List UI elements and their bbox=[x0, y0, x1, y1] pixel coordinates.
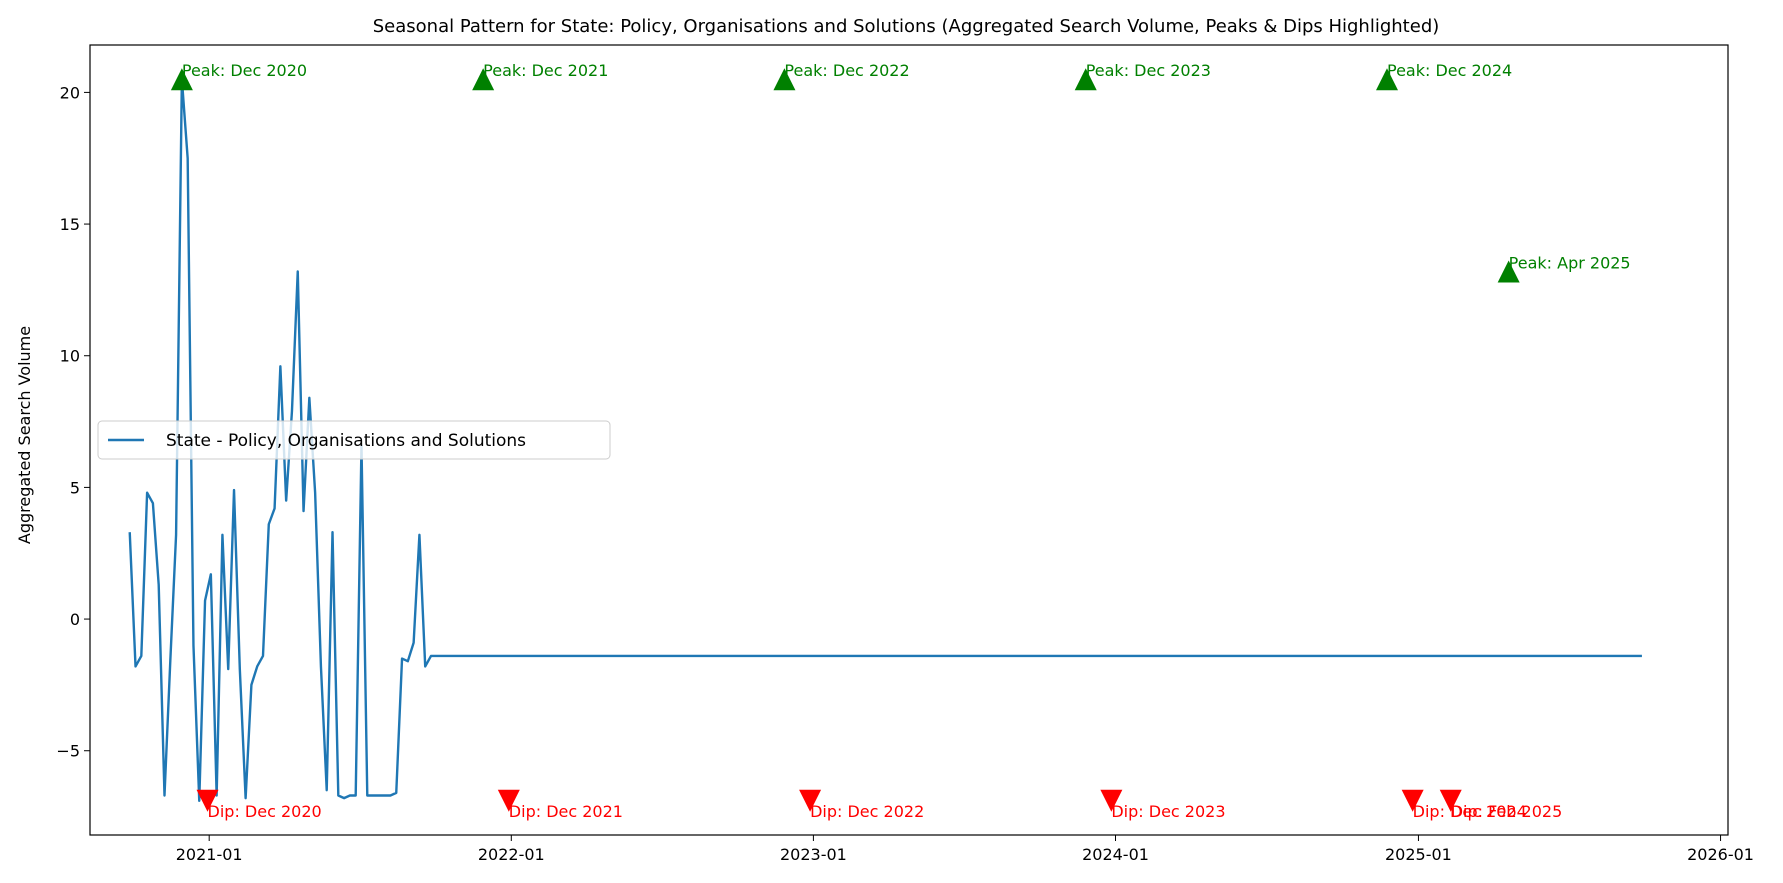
peak-label: Peak: Dec 2020 bbox=[182, 61, 307, 80]
x-tick-label: 2025-01 bbox=[1385, 845, 1452, 864]
y-axis: −5 0 5 10 15 20 bbox=[56, 83, 90, 761]
dip-label: Dip: Feb 2025 bbox=[1451, 802, 1563, 821]
peak-marker bbox=[1497, 260, 1520, 283]
legend-box bbox=[97, 420, 611, 460]
plot-series bbox=[128, 78, 1642, 802]
y-tick-label: 5 bbox=[70, 478, 80, 497]
peak-dip-markers: Peak: Dec 2020 Peak: Dec 2021 Peak: Dec 20… bbox=[170, 61, 1631, 821]
series-line-0 bbox=[128, 78, 1642, 802]
peak-marker bbox=[773, 68, 796, 91]
dip-label: Dip: Dec 2023 bbox=[1111, 802, 1225, 821]
y-tick-label: 20 bbox=[60, 83, 80, 102]
dip-marker bbox=[799, 789, 822, 812]
peak-marker bbox=[1074, 68, 1097, 91]
dip-marker bbox=[1100, 789, 1123, 812]
dip-label: Dip: Dec 2021 bbox=[509, 802, 623, 821]
dip-marker bbox=[196, 789, 219, 812]
plot-frame bbox=[89, 44, 1729, 836]
x-tick-label: 2024-01 bbox=[1082, 845, 1149, 864]
peak-label: Peak: Dec 2024 bbox=[1387, 61, 1512, 80]
peak-marker bbox=[170, 68, 193, 91]
y-axis-label: Aggregated Search Volume bbox=[15, 326, 34, 544]
x-tick-label: 2026-01 bbox=[1687, 845, 1754, 864]
x-tick-label: 2022-01 bbox=[478, 845, 545, 864]
y-tick-label: 10 bbox=[60, 347, 80, 366]
peak-label: Peak: Dec 2021 bbox=[483, 61, 608, 80]
peak-label: Peak: Apr 2025 bbox=[1509, 253, 1631, 272]
legend[interactable]: State - Policy, Organisations and Soluti… bbox=[97, 420, 611, 460]
dip-label: Dip: Dec 2022 bbox=[810, 802, 924, 821]
y-tick-label: 0 bbox=[70, 610, 80, 629]
x-tick-label: 2023-01 bbox=[780, 845, 847, 864]
dip-label: Dip: Dec 2020 bbox=[208, 802, 322, 821]
peak-marker bbox=[472, 68, 495, 91]
dip-marker bbox=[1439, 789, 1462, 812]
dip-marker bbox=[1401, 789, 1424, 812]
x-tick-label: 2021-01 bbox=[176, 845, 243, 864]
x-axis: 2021-01 2022-01 2023-01 2024-01 2025-01 2026-… bbox=[176, 835, 1754, 864]
dip-marker bbox=[497, 789, 520, 812]
peak-marker bbox=[1375, 68, 1398, 91]
dip-label: Dip: Dec 2024 bbox=[1413, 802, 1527, 821]
peak-label: Peak: Dec 2022 bbox=[784, 61, 909, 80]
peak-label: Peak: Dec 2023 bbox=[1086, 61, 1211, 80]
chart-title: Seasonal Pattern for State: Policy, Orga… bbox=[373, 16, 1440, 37]
y-tick-label: −5 bbox=[56, 742, 80, 761]
y-tick-label: 15 bbox=[60, 215, 80, 234]
legend-label: State - Policy, Organisations and Soluti… bbox=[166, 431, 526, 451]
